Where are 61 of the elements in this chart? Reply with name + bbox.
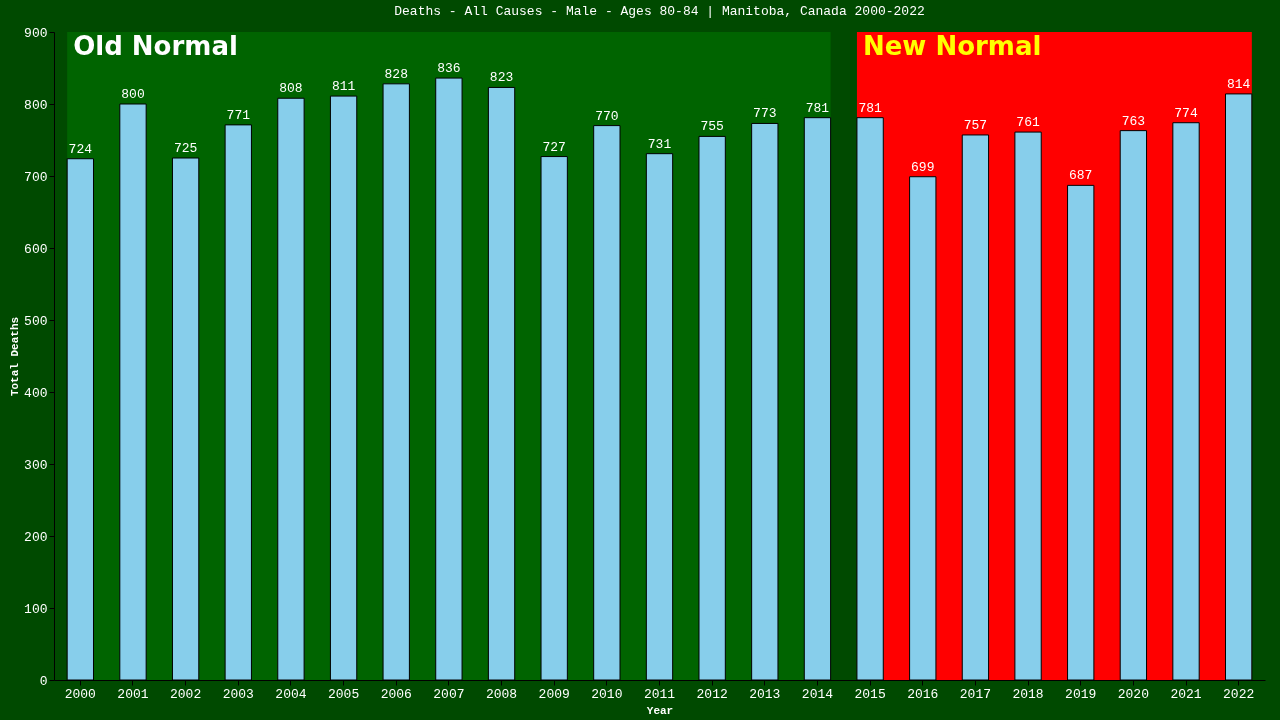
data-label: 761 (1016, 115, 1040, 131)
data-label: 731 (647, 136, 672, 152)
x-tick-label: 2001 (117, 686, 149, 702)
data-label: 770 (595, 108, 619, 124)
y-tick-label: 500 (24, 313, 48, 329)
data-label: 781 (805, 100, 830, 116)
y-tick-label: 0 (39, 673, 48, 689)
data-label: 771 (226, 107, 251, 123)
y-axis-title: Total Deaths (9, 316, 22, 397)
x-tick-label: 2000 (64, 686, 96, 702)
x-tick-label: 2006 (380, 686, 412, 702)
x-tick-label: 2004 (275, 686, 307, 702)
x-tick-label: 2010 (591, 686, 623, 702)
data-label: 814 (1226, 76, 1251, 92)
x-tick-label: 2003 (222, 686, 254, 702)
data-label: 725 (173, 141, 198, 156)
x-tick-label: 2016 (907, 686, 939, 702)
x-tick-label: 2015 (854, 686, 886, 702)
x-tick-label: 2019 (1065, 686, 1097, 702)
x-tick-label: 2013 (749, 686, 781, 702)
x-tick-label: 2018 (1012, 686, 1044, 702)
x-tick-label: 2007 (433, 686, 465, 702)
x-tick-label: 2008 (485, 686, 518, 702)
x-tick-label: 2012 (696, 686, 728, 702)
y-tick-label: 200 (24, 529, 48, 545)
data-label: 836 (437, 61, 461, 77)
data-label: 773 (753, 106, 777, 122)
y-tick-label: 900 (24, 25, 48, 41)
data-label: 757 (963, 117, 988, 133)
y-tick-label: 600 (24, 241, 48, 257)
x-tick-label: 2002 (170, 686, 202, 702)
x-axis-title: Year (646, 704, 674, 717)
y-tick-label: 100 (24, 601, 48, 617)
data-label: 687 (1069, 168, 1093, 184)
data-label: 828 (384, 66, 408, 82)
x-tick-label: 2005 (327, 686, 360, 702)
data-label: 823 (489, 70, 514, 86)
data-label: 699 (911, 159, 935, 175)
data-label: 774 (1174, 105, 1198, 121)
y-tick-label: 800 (24, 97, 48, 113)
band-label: Old Normal (73, 31, 238, 61)
data-label: 724 (68, 141, 93, 157)
x-tick-label: 2020 (1117, 686, 1149, 702)
x-tick-label: 2021 (1170, 686, 1202, 702)
y-tick-label: 400 (24, 385, 48, 401)
data-label: 800 (121, 87, 145, 102)
band-label: New Normal (862, 31, 1042, 61)
data-label: 755 (700, 119, 724, 135)
x-tick-label: 2009 (538, 686, 570, 702)
data-label: 781 (858, 100, 883, 116)
x-tick-label: 2014 (801, 686, 834, 702)
data-label: 808 (279, 81, 303, 97)
y-tick-label: 700 (24, 169, 48, 185)
x-tick-label: 2017 (959, 686, 992, 702)
x-tick-label: 2011 (643, 686, 676, 702)
chart-title: Deaths - All Causes - Male - Ages 80-84 | Manitoba, Canada 2000-2022 (394, 4, 925, 19)
x-tick-label: 2022 (1223, 686, 1255, 702)
data-label: 763 (1121, 113, 1146, 129)
data-label: 727 (542, 139, 566, 155)
y-tick-label: 300 (24, 457, 48, 473)
data-label: 811 (331, 79, 356, 95)
